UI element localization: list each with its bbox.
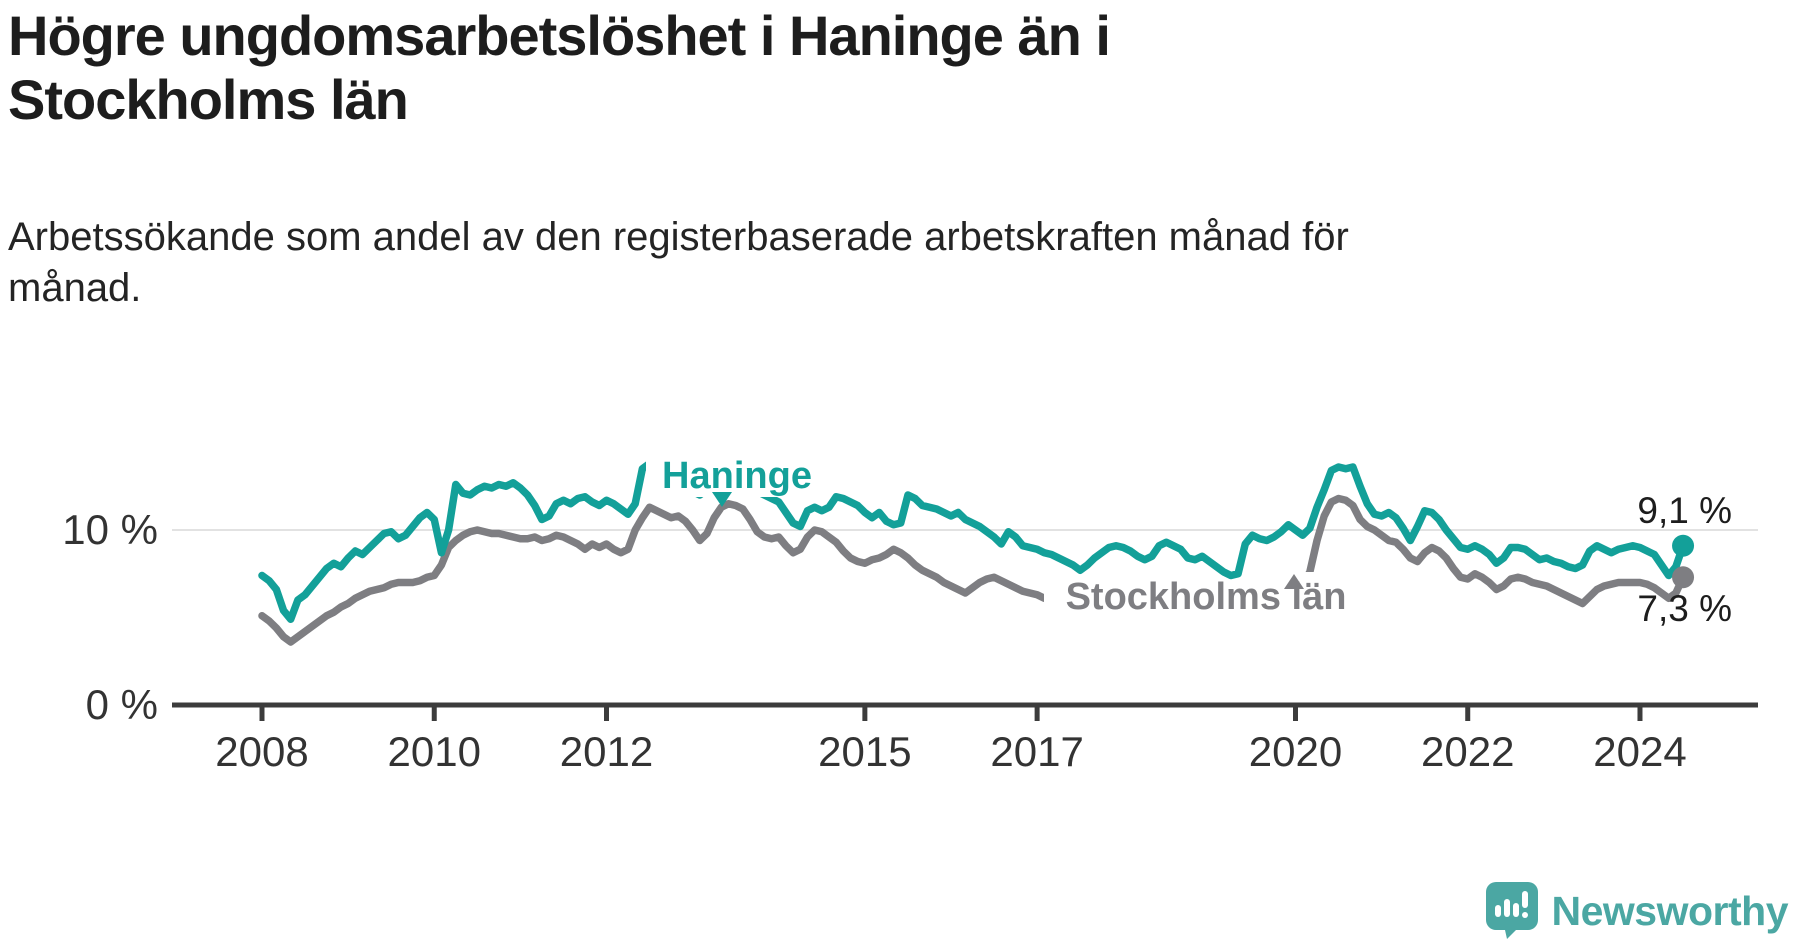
series-polyline: [258, 459, 1687, 623]
page-title: Högre ungdomsarbetslöshet i Haninge än i…: [8, 4, 1568, 133]
series-end-dots: [1672, 534, 1695, 589]
y-axis-label-10: 10 %: [62, 506, 158, 553]
newsworthy-logo-text: Newsworthy: [1551, 887, 1789, 934]
series-line-stockholms-lan: [258, 494, 1687, 646]
end-value-stockholms-lan: 7,3 %: [1637, 588, 1732, 629]
end-value-haninge: 9,1 %: [1637, 490, 1732, 531]
series-label-stockholms-lan-bg: [1044, 572, 1374, 618]
series-label-haninge: Haninge: [662, 455, 812, 497]
series-polyline: [258, 494, 1687, 646]
page-title-line1: Högre ungdomsarbetslöshet i Haninge än i: [8, 4, 1111, 67]
y-axis-label-0: 0 %: [86, 681, 158, 728]
x-tick-label: 2020: [1249, 728, 1342, 775]
newsworthy-chart-bubble-icon: [1485, 882, 1538, 939]
x-tick-label: 2008: [215, 728, 308, 775]
series-label-stockholms-lan: Stockholms län: [1066, 576, 1347, 618]
page-title-line2: Stockholms län: [8, 68, 409, 132]
x-tick-label: 2017: [990, 728, 1083, 775]
chart-subtitle: Arbetssökande som andel av den registerb…: [8, 215, 1349, 311]
x-tick-label: 2015: [818, 728, 911, 775]
series-label-haninge-group: Haninge: [646, 450, 828, 507]
series-end-dot: [1672, 534, 1695, 557]
x-tick-label: 2010: [388, 728, 481, 775]
series-label-stockholms-lan-group: Stockholms län: [1044, 572, 1374, 618]
newsworthy-logo: Newsworthy: [1485, 882, 1789, 940]
pointer-down-icon: [712, 492, 732, 507]
series-label-haninge-bg: [646, 450, 828, 497]
pointer-up-icon: [1284, 574, 1304, 589]
series-end-dot: [1672, 566, 1695, 589]
series-line-haninge: [258, 459, 1687, 623]
x-axis-ticks: 2008 2010 2012 2015 2017 2020 2022 2024: [215, 705, 1687, 775]
x-tick-label: 2012: [560, 728, 653, 775]
x-tick-label: 2024: [1593, 728, 1686, 775]
x-tick-label: 2022: [1421, 728, 1514, 775]
